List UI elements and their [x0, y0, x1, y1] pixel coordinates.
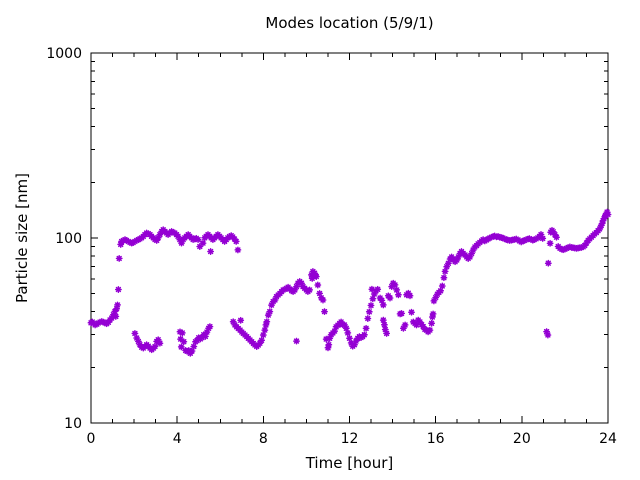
x-tick-label: 20: [513, 431, 531, 447]
tick-marks: [90, 52, 609, 424]
y-tick-label: 1000: [46, 46, 82, 62]
x-axis-label: Time [hour]: [305, 454, 394, 472]
x-tick-label: 0: [87, 431, 96, 447]
data-points: [87, 208, 612, 357]
y-tick-label: 100: [55, 231, 82, 247]
y-tick-label: 10: [64, 416, 82, 432]
x-tick-label: 16: [427, 431, 445, 447]
tick-labels: 0 4 8 12 16 20 24 10 100 1000: [46, 46, 617, 447]
x-tick-label: 8: [259, 431, 268, 447]
chart-title: Modes location (5/9/1): [265, 14, 434, 32]
x-tick-label: 4: [173, 431, 182, 447]
x-tick-label: 12: [341, 431, 359, 447]
x-tick-label: 24: [599, 431, 617, 447]
